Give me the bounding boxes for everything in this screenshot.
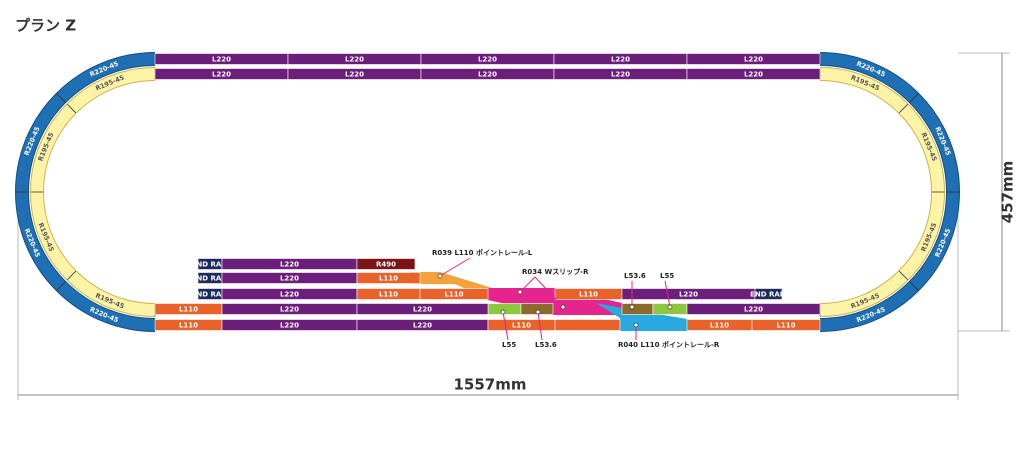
piece-label: L220 — [744, 306, 763, 314]
straight-track — [487, 319, 556, 331]
piece-label: L220 — [478, 56, 497, 64]
leader-line — [664, 280, 671, 308]
width-dimension: 1557mm — [453, 376, 526, 394]
curve-joint — [67, 104, 77, 114]
piece-label: L220 — [345, 71, 364, 79]
straight-track — [754, 288, 783, 300]
point-rail-l — [410, 272, 492, 300]
piece-label: L220 — [478, 71, 497, 79]
curve-track — [16, 53, 959, 331]
annotation: L55 — [502, 341, 516, 349]
straight-track — [419, 288, 489, 300]
piece-label: L110 — [179, 322, 198, 330]
w-slip — [488, 288, 622, 315]
leader-dot — [633, 322, 639, 328]
leader-line — [439, 257, 471, 277]
leader-dot — [535, 309, 541, 315]
piece-label: R490 — [376, 261, 396, 269]
piece-label: L220 — [280, 306, 299, 314]
leader-dot — [667, 304, 673, 310]
curve-joint — [56, 281, 66, 291]
straight-track — [356, 272, 421, 284]
curve-track — [31, 68, 944, 316]
leader-line — [519, 276, 536, 293]
piece-label: END RAIL — [192, 291, 229, 299]
piece-label: L220 — [280, 291, 299, 299]
straight-track — [356, 303, 489, 315]
annotation: R040 L110 ポイントレール-R — [618, 340, 720, 349]
piece-label: END RAIL — [192, 275, 229, 283]
straight-track — [686, 53, 821, 65]
curve-joint — [898, 270, 908, 280]
piece-label: L220 — [744, 71, 763, 79]
piece-label: END RAIL — [192, 261, 229, 269]
annotation: L53.6 — [535, 341, 557, 349]
annotation: R034 Wスリップ-R — [522, 267, 589, 276]
curve-joint — [909, 281, 919, 291]
leader-dot — [517, 289, 523, 295]
piece-label: L220 — [413, 306, 432, 314]
piece-label: L220 — [280, 261, 299, 269]
piece-label: L220 — [345, 56, 364, 64]
piece-label: L220 — [280, 275, 299, 283]
piece-label: L220 — [413, 322, 432, 330]
leader-line — [534, 276, 564, 308]
leader-dot — [500, 309, 506, 315]
piece-label: L220 — [611, 56, 630, 64]
curve-outline — [15, 52, 960, 332]
piece-label: L110 — [179, 306, 198, 314]
straight-track — [621, 303, 654, 315]
curve-joint — [898, 104, 908, 114]
leader-dot — [437, 273, 443, 279]
leader-line — [537, 311, 543, 341]
annotation: L55 — [660, 272, 674, 280]
curve-joint — [56, 93, 66, 103]
piece-label: L220 — [679, 291, 698, 299]
curve-joint — [909, 93, 919, 103]
piece-label: END RAIL — [750, 291, 787, 299]
annotation: L53.6 — [624, 272, 646, 280]
curve-outline — [30, 67, 945, 317]
straight-track — [751, 319, 821, 331]
piece-label: L110 — [379, 291, 398, 299]
piece-label: L110 — [776, 322, 795, 330]
leader-line — [502, 311, 509, 341]
piece-label: L110 — [710, 322, 729, 330]
annotation: R039 L110 ポイントレール-L — [432, 248, 533, 257]
straight-track — [356, 258, 416, 270]
straight-track — [520, 303, 554, 315]
piece-label: L110 — [579, 291, 598, 299]
leader-dot — [629, 304, 635, 310]
piece-label: L110 — [444, 291, 463, 299]
piece-label: L220 — [212, 71, 231, 79]
leader-dot — [560, 304, 566, 310]
piece-label: L220 — [212, 56, 231, 64]
point-rail-r — [596, 303, 687, 331]
straight-track — [686, 68, 821, 80]
piece-label: L220 — [280, 322, 299, 330]
title: プラン Z — [15, 17, 76, 35]
piece-label: L220 — [611, 71, 630, 79]
straight-track — [686, 303, 821, 315]
curve-joint — [67, 270, 77, 280]
piece-label: L220 — [744, 56, 763, 64]
piece-label: L110 — [512, 322, 531, 330]
height-dimension: 457mm — [999, 161, 1017, 224]
piece-label: L110 — [379, 275, 398, 283]
straight-track — [554, 319, 621, 331]
